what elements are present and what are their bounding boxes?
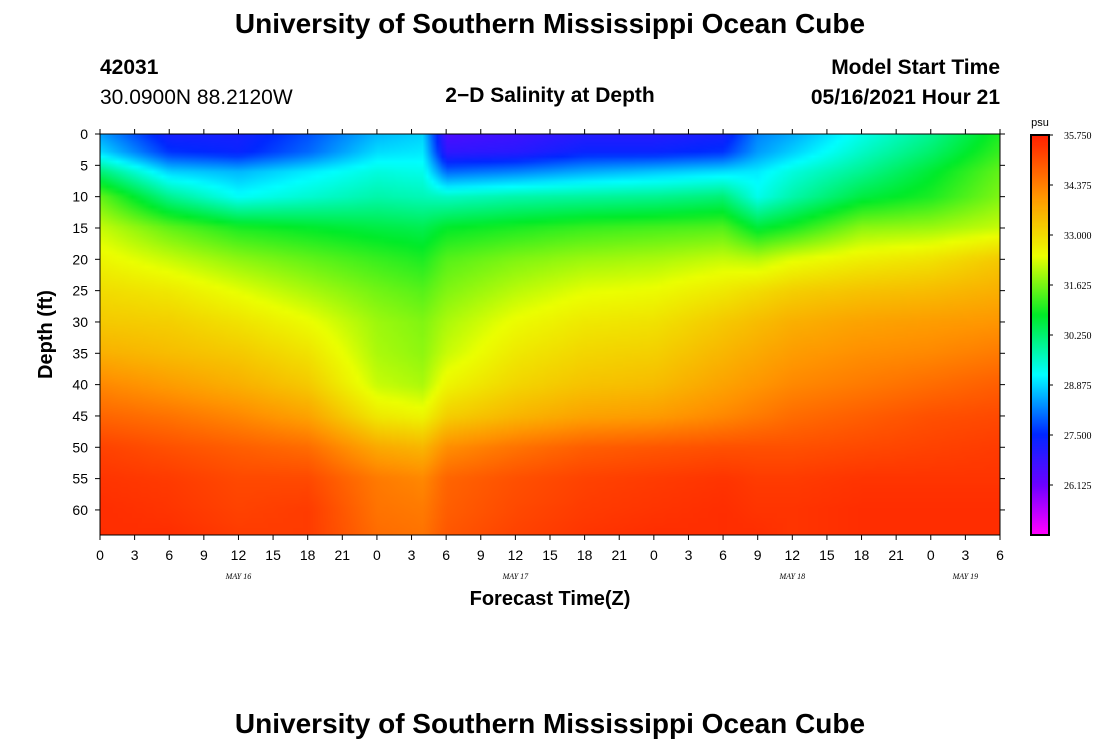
- model-start-value: 05/16/2021 Hour 21: [810, 86, 1000, 109]
- x-tick-label: 3: [131, 547, 139, 563]
- colorbar-tick-label: 34.375: [1064, 181, 1092, 192]
- y-tick-label: 40: [72, 377, 88, 393]
- colorbar-tick-label: 27.500: [1064, 431, 1092, 442]
- x-tick-label: 0: [650, 547, 658, 563]
- x-tick-label: 6: [719, 547, 727, 563]
- page-title-bottom: University of Southern Mississippi Ocean…: [234, 708, 866, 739]
- x-tick-label: 0: [927, 547, 935, 563]
- colorbar-tick-label: 26.125: [1064, 481, 1092, 492]
- y-tick-label: 0: [80, 126, 88, 142]
- colorbar-tick-label: 31.625: [1064, 281, 1092, 292]
- y-axis-title: Depth (ft): [35, 290, 57, 379]
- plot-title: 2−D Salinity at Depth: [445, 84, 655, 107]
- x-tick-label: 6: [442, 547, 450, 563]
- x-tick-label: 21: [611, 547, 627, 563]
- x-tick-label: 12: [508, 547, 524, 563]
- colorbar-unit: psu: [1031, 117, 1049, 129]
- plot-frame: [99, 133, 1001, 536]
- x-axis-title: Forecast Time(Z): [470, 588, 631, 610]
- y-tick-label: 30: [72, 314, 88, 330]
- y-tick-label: 55: [72, 471, 88, 487]
- x-tick-label: 3: [685, 547, 693, 563]
- station-coordinates: 30.0900N 88.2120W: [100, 86, 293, 109]
- x-tick-label: 6: [996, 547, 1004, 563]
- x-date-label: MAY 17: [502, 572, 530, 581]
- x-tick-label: 18: [300, 547, 316, 563]
- colorbar-tick-label: 28.875: [1064, 381, 1092, 392]
- x-date-label: MAY 18: [779, 572, 806, 581]
- y-tick-label: 50: [72, 439, 88, 455]
- y-tick-label: 5: [80, 157, 88, 173]
- x-tick-label: 21: [335, 547, 351, 563]
- x-tick-label: 9: [200, 547, 208, 563]
- x-tick-label: 3: [961, 547, 969, 563]
- x-tick-label: 9: [477, 547, 485, 563]
- y-tick-label: 45: [72, 408, 88, 424]
- x-date-label: MAY 16: [225, 572, 252, 581]
- y-tick-label: 15: [72, 220, 88, 236]
- colorbar-tick-label: 35.750: [1064, 131, 1092, 142]
- colorbar-tick-label: 33.000: [1064, 231, 1092, 242]
- colorbar-tick-label: 30.250: [1064, 331, 1092, 342]
- y-tick-label: 10: [72, 189, 88, 205]
- x-tick-label: 15: [542, 547, 558, 563]
- x-tick-label: 12: [231, 547, 247, 563]
- x-tick-label: 6: [165, 547, 173, 563]
- x-tick-label: 0: [96, 547, 104, 563]
- model-start-label: Model Start Time: [831, 56, 1000, 79]
- colorbar-frame: [1030, 134, 1050, 536]
- page-title-top: University of Southern Mississippi Ocean…: [234, 8, 866, 39]
- x-date-label: MAY 19: [952, 572, 979, 581]
- x-tick-label: 21: [888, 547, 904, 563]
- x-tick-label: 12: [785, 547, 801, 563]
- x-tick-label: 0: [373, 547, 381, 563]
- colorbar-gradient: [1032, 136, 1048, 534]
- y-tick-label: 35: [72, 345, 88, 361]
- x-tick-label: 15: [819, 547, 835, 563]
- x-tick-label: 3: [408, 547, 416, 563]
- x-tick-label: 9: [754, 547, 762, 563]
- x-tick-label: 15: [265, 547, 281, 563]
- x-tick-label: 18: [577, 547, 593, 563]
- y-tick-label: 20: [72, 251, 88, 267]
- salinity-heatmap: [100, 134, 1000, 535]
- y-tick-label: 25: [72, 283, 88, 299]
- y-tick-label: 60: [72, 502, 88, 518]
- station-id: 42031: [100, 56, 159, 79]
- x-tick-label: 18: [854, 547, 870, 563]
